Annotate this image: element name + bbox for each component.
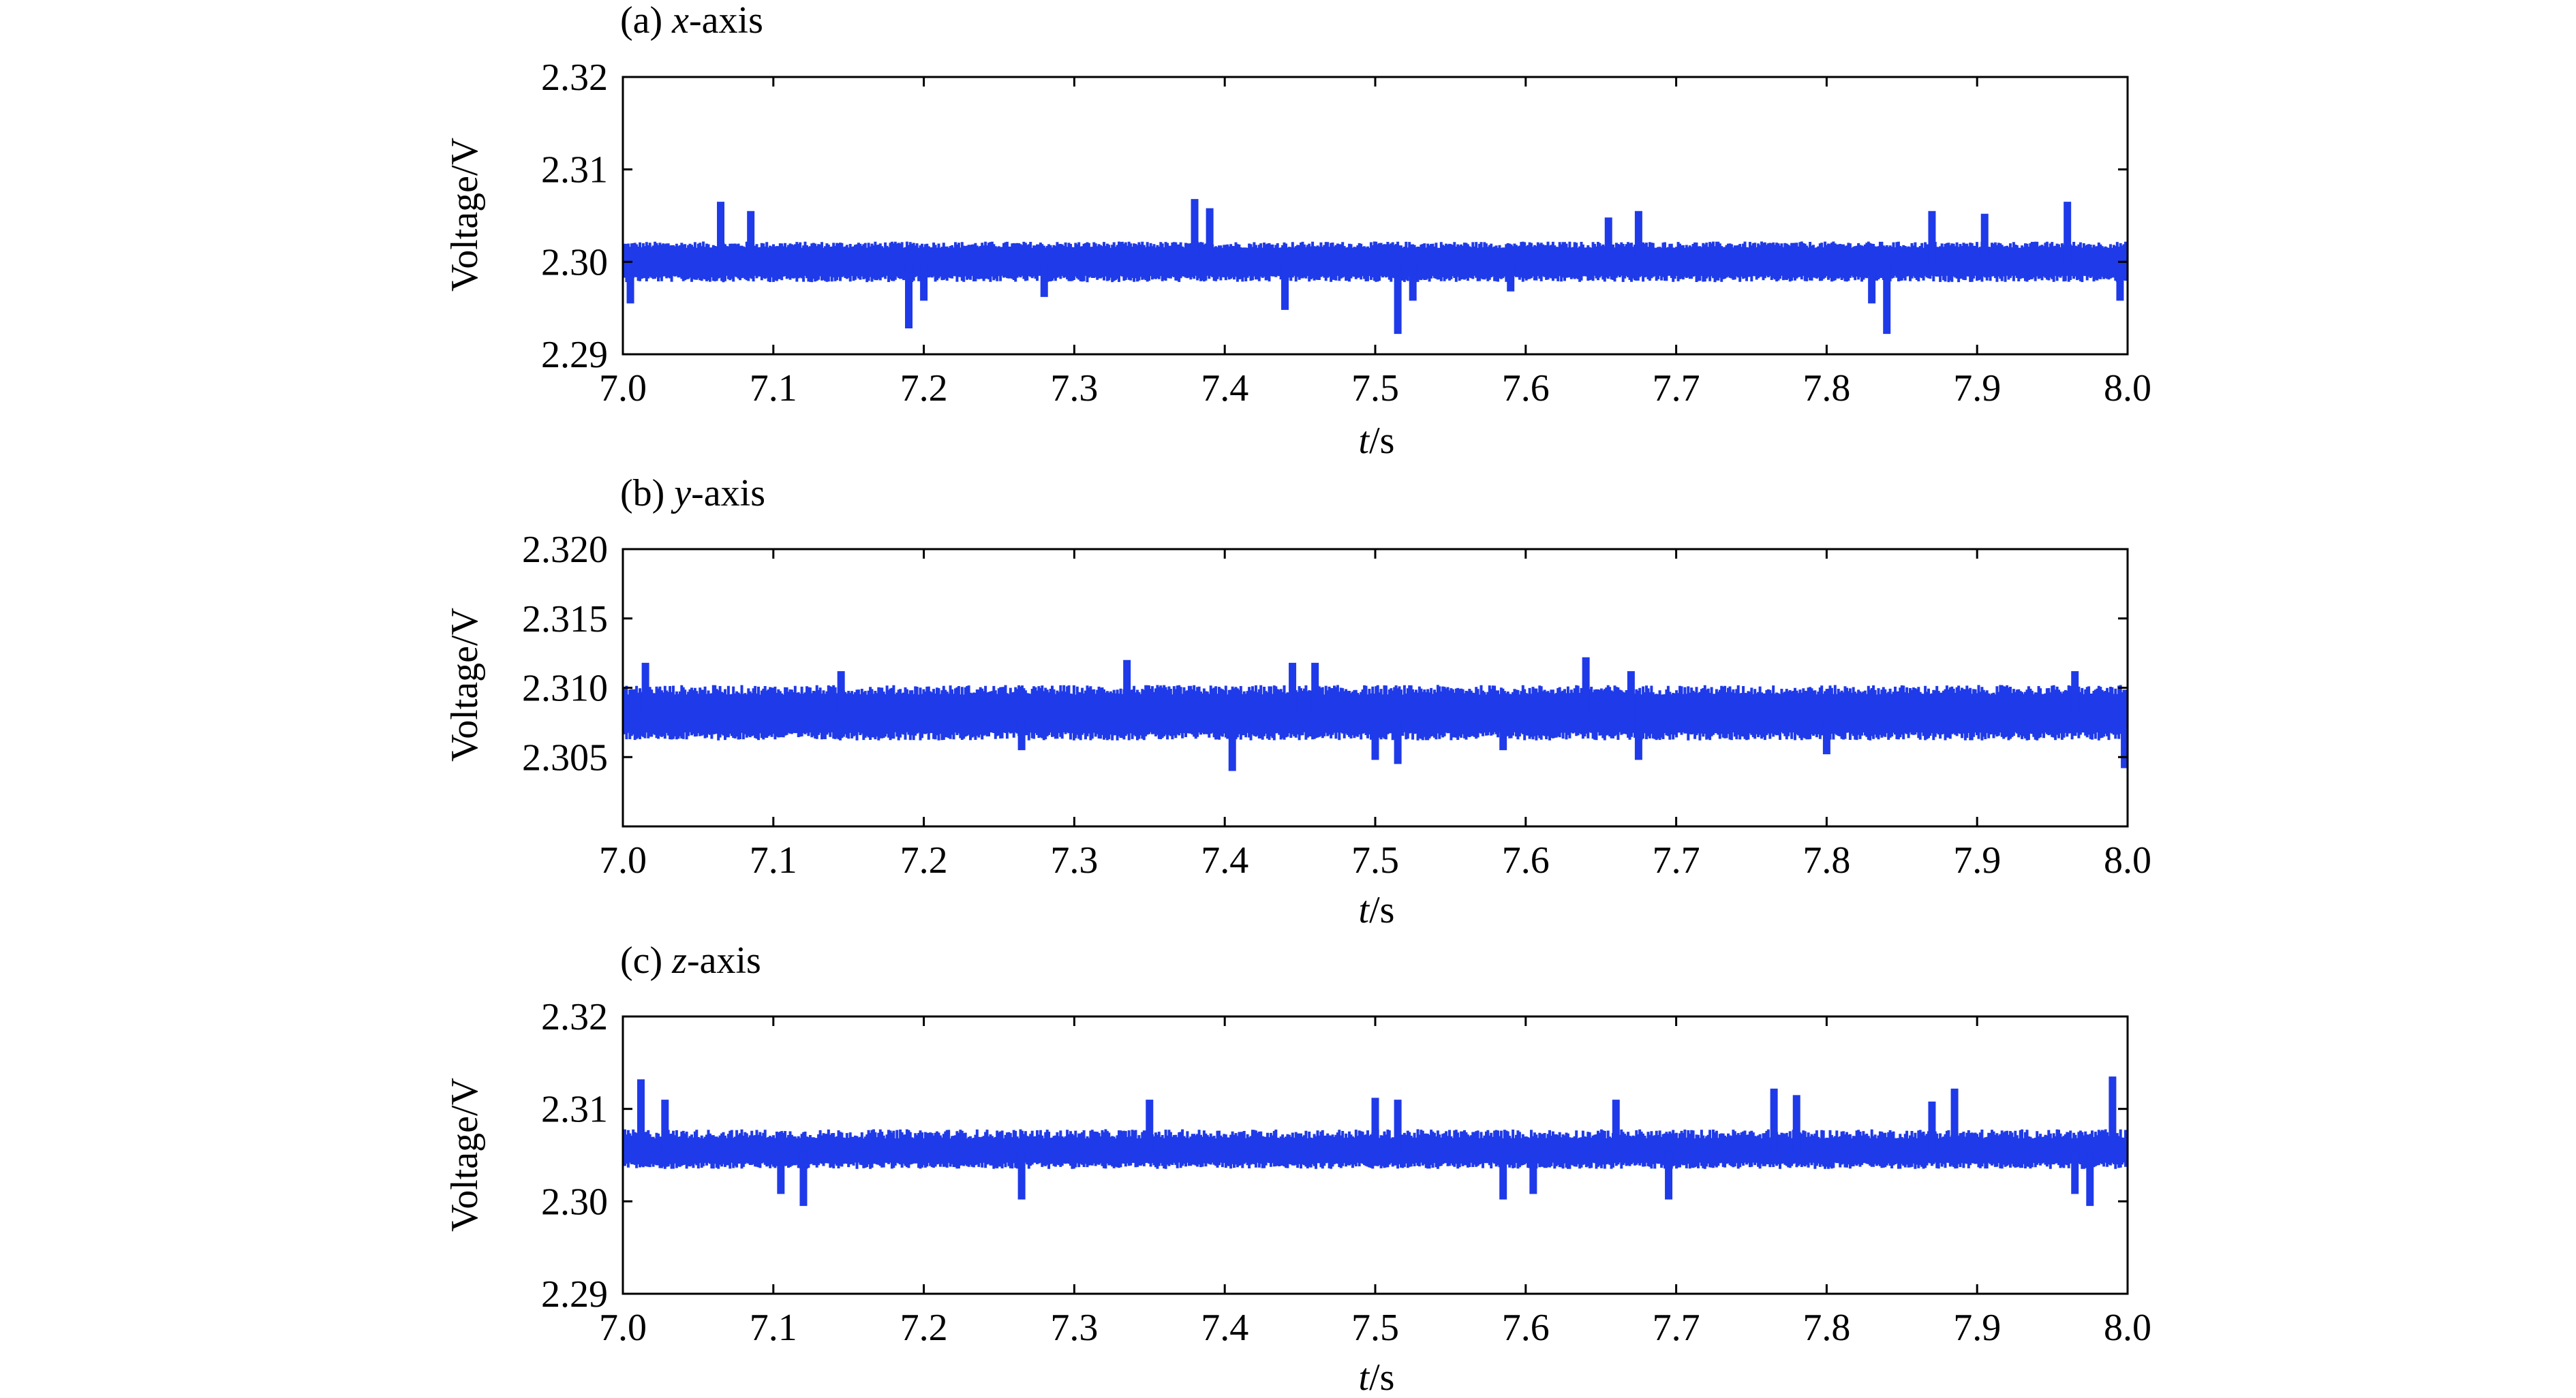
- x-tick-label: 7.5: [1351, 839, 1399, 882]
- x-tick-label: 7.6: [1502, 1307, 1550, 1349]
- y-tick-label: 2.310: [522, 668, 608, 710]
- x-axis-label-text: t/s: [1359, 420, 1395, 462]
- y-tick-label: 2.320: [522, 529, 608, 571]
- series-0: [624, 1076, 2127, 1207]
- x-tick-label: 7.2: [900, 367, 948, 409]
- x-tick-label: 7.4: [1201, 367, 1248, 409]
- panel-title: (c) z-axis: [620, 939, 761, 982]
- x-tick-label: 7.1: [750, 1307, 797, 1349]
- y-tick-label: 2.31: [541, 149, 608, 191]
- x-tick-label: 7.7: [1653, 1307, 1700, 1349]
- x-tick-label: 7.8: [1803, 1307, 1850, 1349]
- y-tick-label: 2.32: [541, 996, 608, 1038]
- x-tick-label: 7.3: [1050, 839, 1098, 882]
- x-tick-label: 8.0: [2104, 1307, 2151, 1349]
- x-tick-label: 7.9: [1953, 1307, 2001, 1349]
- y-axis-label: Voltage/V: [444, 1078, 486, 1232]
- y-tick-label: 2.315: [522, 598, 608, 640]
- plot-frame: [622, 76, 2129, 356]
- y-tick-label: 2.32: [541, 57, 608, 99]
- x-tick-label: 7.5: [1351, 1307, 1399, 1349]
- x-tick-label: 7.9: [1953, 839, 2001, 882]
- x-tick-label: 7.8: [1803, 839, 1850, 882]
- x-tick-label: 7.6: [1502, 839, 1550, 882]
- y-tick-label: 2.30: [541, 1181, 608, 1223]
- x-tick-label: 7.3: [1050, 1307, 1098, 1349]
- x-tick-label: 7.9: [1953, 367, 2001, 409]
- x-tick-label: 7.4: [1201, 1307, 1248, 1349]
- x-tick-label: 7.3: [1050, 367, 1098, 409]
- x-tick-label: 7.4: [1201, 839, 1248, 882]
- panel-c-z-axis: (c) z-axis 7.0 7.1 7.2 7.3 7.4 7.5 7.6 7.7 7.8 7.…: [541, 939, 2151, 1349]
- x-tick-label: 8.0: [2104, 839, 2151, 882]
- x-tick-label: 7.2: [900, 1307, 948, 1349]
- panel-title: (a) x-axis: [620, 0, 763, 42]
- x-axis-label: t/s: [1359, 889, 1395, 931]
- y-tick-label: 2.29: [541, 1273, 608, 1316]
- x-tick-label: 7.7: [1653, 839, 1700, 882]
- y-tick-label: 2.305: [522, 736, 608, 779]
- series-0: [624, 657, 2129, 771]
- x-tick-label: 7.0: [599, 1307, 647, 1349]
- x-tick-label: 7.5: [1351, 367, 1399, 409]
- panel-a-x-axis: (a) x-axis 7.0 7.1 7.2 7.3 7.4 7.5 7.6 7.7 7.8 7.…: [541, 0, 2151, 409]
- panel-title: (b) y-axis: [620, 472, 765, 514]
- x-axis-label: t/s: [1359, 1356, 1395, 1398]
- x-axis-label-text: t/s: [1359, 1356, 1395, 1398]
- y-axis-label: Voltage/V: [444, 608, 486, 762]
- x-tick-label: 7.1: [750, 367, 797, 409]
- y-tick-label: 2.31: [541, 1089, 608, 1131]
- signal-noise: [624, 241, 2127, 283]
- x-tick-label: 7.1: [750, 839, 797, 882]
- x-tick-label: 8.0: [2104, 367, 2151, 409]
- y-tick-label: 2.29: [541, 334, 608, 376]
- panel-b-y-axis: (b) y-axis 7.0 7.1 7.2 7.3 7.4 7.5 7.6 7.7 7.8 7.…: [522, 472, 2151, 882]
- x-tick-label: 7.0: [599, 367, 647, 409]
- x-tick-label: 7.0: [599, 839, 647, 882]
- x-axis-label-text: t/s: [1359, 889, 1395, 931]
- y-axis-label: Voltage/V: [444, 138, 486, 292]
- x-tick-label: 7.7: [1653, 367, 1700, 409]
- y-tick-label: 2.30: [541, 241, 608, 283]
- x-tick-label: 7.2: [900, 839, 948, 882]
- x-axis-label: t/s: [1359, 420, 1395, 462]
- series-0: [624, 199, 2127, 335]
- x-tick-label: 7.8: [1803, 367, 1850, 409]
- x-tick-label: 7.6: [1502, 367, 1550, 409]
